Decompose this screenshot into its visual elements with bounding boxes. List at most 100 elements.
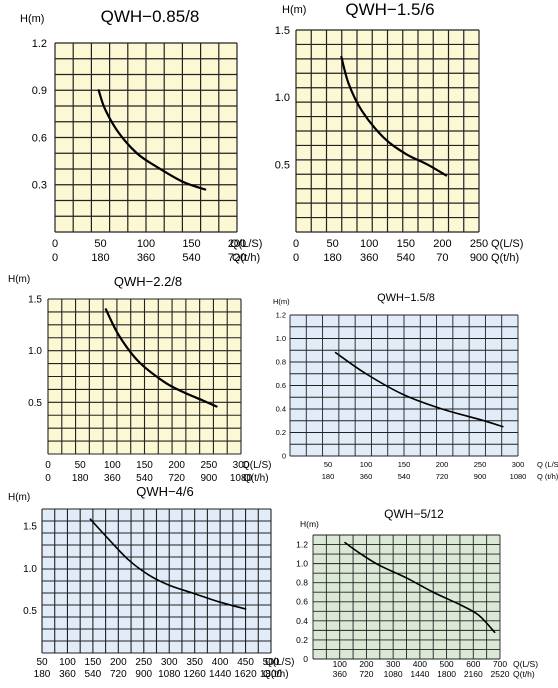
data-point: [118, 132, 120, 134]
grid: [295, 29, 480, 233]
x-tick-label-flow: 100: [333, 659, 347, 669]
x-axis-label-mass: Q(t/h): [263, 669, 289, 680]
y-tick-label: 1.5: [275, 25, 290, 37]
x-tick-label-mass: 180: [34, 669, 51, 680]
x-tick-label-flow: 50: [36, 657, 48, 668]
y-tick-label: 0.3: [32, 180, 47, 192]
x-tick-label-mass: 1440: [209, 669, 232, 680]
x-tick-label-mass: 180: [323, 252, 341, 264]
x-tick-label-mass: 720: [168, 473, 185, 484]
x-tick-label-mass: 540: [85, 669, 102, 680]
x-tick-label-mass: 0: [45, 473, 51, 484]
x-tick-label-flow: 250: [474, 460, 487, 469]
x-tick-label-mass: 1440: [410, 669, 429, 679]
y-tick-label: 0.6: [296, 597, 308, 607]
data-point: [104, 108, 106, 110]
x-tick-label-mass: 540: [397, 252, 415, 264]
x-tick-label-flow: 400: [212, 657, 229, 668]
chart-title: QWH−0.85/8: [101, 7, 200, 26]
x-tick-label-mass: 900: [135, 669, 152, 680]
x-tick-label-flow: 100: [360, 238, 378, 250]
data-point: [340, 56, 342, 58]
data-point: [432, 591, 434, 593]
data-point: [348, 83, 350, 85]
y-tick-label: 1.2: [32, 38, 47, 50]
x-tick-label-mass: 720: [359, 669, 373, 679]
chart-qwh-1.5-6: QWH−1.5/6 H(m) 1.5 1.0 0.5 0 0 50 180 100 360 150 54…: [275, 0, 524, 264]
data-point: [502, 426, 504, 428]
x-axis-label-mass: Q(t/h): [232, 252, 260, 264]
x-tick-label-flow: 100: [137, 238, 155, 250]
y-tick-label: 0.8: [296, 578, 308, 588]
x-tick-label-flow: 100: [104, 460, 121, 471]
data-point: [118, 334, 120, 336]
x-tick-label-mass: 0: [293, 252, 299, 264]
y-tick-label: 1.2: [276, 311, 286, 320]
y-tick-label: 0.9: [32, 85, 47, 97]
y-tick-label: 1.5: [28, 295, 42, 306]
data-point: [127, 559, 130, 561]
x-tick-label-flow: 150: [182, 238, 200, 250]
data-point: [201, 399, 203, 401]
data-point: [168, 584, 170, 586]
x-tick-label-flow: 300: [386, 659, 400, 669]
x-tick-label-flow: 50: [324, 460, 332, 469]
chart-title: QWH−1.5/6: [345, 0, 434, 19]
x-tick-label-flow: 50: [94, 238, 106, 250]
data-point: [219, 601, 221, 603]
x-tick-label-flow: 250: [470, 238, 488, 250]
chart-title: QWH−4/6: [136, 484, 193, 499]
x-tick-label-mass: 180: [72, 473, 89, 484]
x-axis-label-flow: Q(L/S): [265, 657, 294, 668]
data-point: [441, 408, 443, 410]
x-tick-label-flow: 600: [466, 659, 480, 669]
grid: [47, 298, 242, 455]
x-tick-label-mass: 1260: [184, 669, 207, 680]
x-axis-label-flow: Q (L/S): [537, 460, 558, 469]
data-point: [181, 181, 183, 183]
data-point: [148, 574, 150, 576]
y-tick-label: 0.6: [32, 132, 47, 144]
data-point: [194, 593, 196, 595]
x-tick-label-mass: 360: [333, 669, 347, 679]
performance-curve: [334, 351, 504, 428]
y-axis-label: H(m): [282, 4, 306, 16]
x-tick-label-mass: 1620: [234, 669, 257, 680]
x-tick-label-flow: 350: [186, 657, 203, 668]
grid: [41, 508, 272, 654]
grid: [312, 534, 501, 660]
x-tick-label-mass: 360: [137, 252, 155, 264]
y-axis-label: H(m): [8, 492, 30, 503]
data-point: [479, 418, 481, 421]
x-tick-label-flow: 700: [493, 659, 507, 669]
x-tick-label-flow: 200: [110, 657, 127, 668]
data-point: [379, 564, 381, 567]
y-tick-label: 0.2: [296, 635, 308, 645]
y-axis-label: H(m): [8, 274, 30, 285]
x-tick-label-flow: 50: [326, 238, 338, 250]
x-tick-label-mass: 1800: [437, 669, 456, 679]
data-point: [107, 538, 109, 540]
x-tick-label-mass: 360: [360, 252, 378, 264]
x-tick-label-mass: 0: [52, 252, 58, 264]
data-point: [163, 381, 165, 383]
y-tick-label: 0.4: [276, 405, 286, 414]
y-tick-label: 0.6: [276, 381, 286, 390]
performance-curve: [344, 541, 496, 634]
x-tick-label-flow: 500: [263, 657, 280, 668]
x-tick-label-flow: 150: [397, 238, 415, 250]
data-point: [445, 174, 447, 177]
x-tick-label-mass: 180: [91, 252, 109, 264]
x-tick-label-flow: 150: [136, 460, 153, 471]
x-tick-label-mass: 360: [104, 473, 121, 484]
x-tick-label-flow: 200: [436, 460, 449, 469]
chart-qwh-1.5-8: QWH−1.5/8 H(m) 1.2 1.0 0.8 0.6 0.4 0.2 0 50 180 100…: [273, 292, 558, 481]
data-point: [89, 518, 91, 520]
x-tick-label-mass: 720: [110, 669, 127, 680]
grid: [54, 42, 238, 233]
x-tick-label-flow: 300: [512, 460, 525, 469]
data-point: [459, 604, 461, 606]
data-point: [383, 137, 385, 139]
data-point: [215, 405, 218, 408]
